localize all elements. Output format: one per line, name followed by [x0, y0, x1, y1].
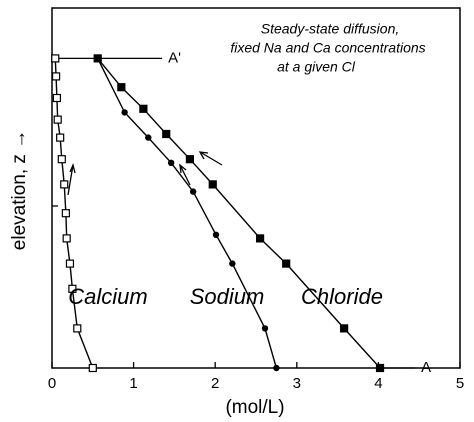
marker [53, 115, 62, 124]
marker [282, 259, 291, 268]
series-line [97, 58, 278, 369]
marker [139, 104, 148, 113]
marker [185, 155, 195, 164]
annotation: at a given Cl [277, 59, 356, 75]
annotation: fixed Na and Ca concentrations [230, 40, 425, 56]
marker [56, 133, 65, 142]
x-axis-label: (mol/L) [225, 397, 284, 418]
marker [255, 234, 265, 243]
x-tick-label: 0 [48, 375, 56, 392]
series-label: Calcium [68, 284, 147, 309]
y-axis-label: elevation, z → [9, 130, 30, 250]
marker [52, 93, 61, 103]
marker [65, 259, 75, 268]
marker [145, 134, 152, 141]
marker [117, 83, 126, 92]
marker [57, 155, 66, 164]
marker [51, 54, 60, 63]
marker [212, 231, 220, 238]
x-tick-label: 1 [129, 375, 137, 392]
marker [189, 188, 197, 195]
marker [73, 324, 82, 333]
marker [208, 180, 217, 189]
x-tick-label: 3 [293, 375, 301, 392]
marker [61, 209, 70, 218]
marker [229, 260, 236, 267]
marker [93, 54, 102, 63]
x-tick-label: 5 [456, 375, 464, 392]
marker [68, 284, 77, 293]
marker [88, 363, 97, 373]
reference-label: A' [168, 49, 181, 66]
series-label: Chloride [301, 284, 383, 309]
series-line [54, 58, 94, 369]
marker [340, 324, 349, 333]
series-line [97, 57, 381, 369]
arrow [179, 163, 191, 186]
plot-frame [51, 7, 461, 369]
annotation: Steady-state diffusion, [261, 21, 400, 37]
marker [375, 363, 385, 373]
arrow [67, 162, 76, 196]
marker [62, 234, 71, 243]
marker [261, 325, 269, 332]
marker [60, 180, 69, 189]
marker [167, 159, 175, 166]
reference-label: A [421, 359, 431, 376]
marker [121, 109, 128, 116]
arrow [198, 151, 223, 166]
marker [273, 364, 280, 372]
series-label: Sodium [190, 284, 265, 309]
x-tick-label: 4 [374, 375, 382, 392]
arrows [67, 151, 223, 196]
x-tick-label: 2 [211, 375, 219, 392]
marker [51, 72, 61, 81]
marker [162, 129, 171, 139]
